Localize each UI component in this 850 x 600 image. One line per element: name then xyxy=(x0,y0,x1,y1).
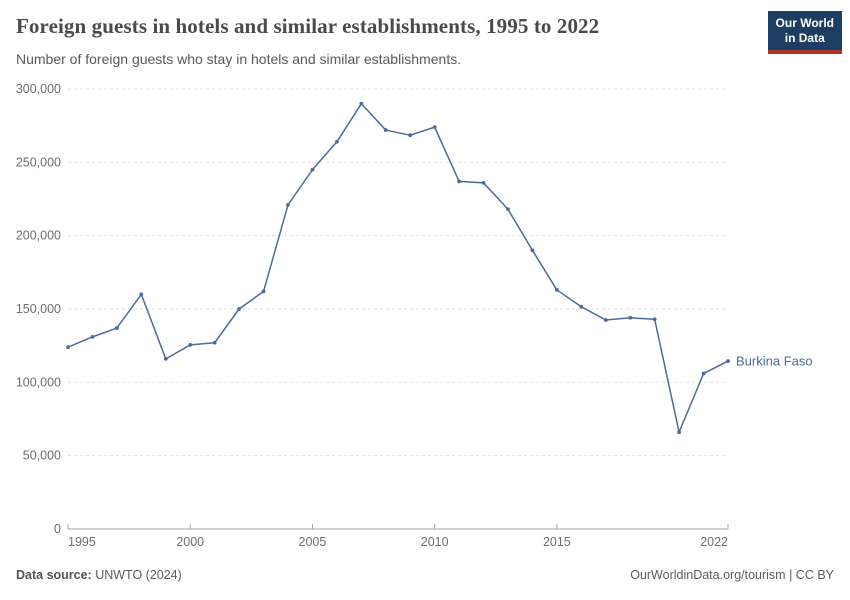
owid-logo[interactable]: Our World in Data xyxy=(767,11,842,54)
data-point[interactable] xyxy=(457,179,462,184)
data-point[interactable] xyxy=(359,101,364,106)
data-point[interactable] xyxy=(310,167,315,172)
data-source-label: Data source: xyxy=(16,568,92,582)
owid-logo-line2: in Data xyxy=(784,31,825,45)
line-chart-canvas[interactable]: 0 50,000 100,000 150,000 200,000 250,000 300,0… xyxy=(0,75,850,560)
x-axis-tick-label: 2005 xyxy=(299,535,327,549)
data-point[interactable] xyxy=(408,133,413,138)
chart-footer: Data source: UNWTO (2024) OurWorldinData… xyxy=(16,568,834,582)
x-axis-tick-label: 2015 xyxy=(543,535,571,549)
x-axis-tick-label: 2010 xyxy=(421,535,449,549)
data-point[interactable] xyxy=(163,356,168,361)
y-axis-tick-label: 100,000 xyxy=(16,375,61,389)
x-axis-tick-label: 2022 xyxy=(700,535,728,549)
y-axis-tick-label: 0 xyxy=(54,522,61,536)
data-point[interactable] xyxy=(90,334,95,339)
data-point[interactable] xyxy=(603,318,608,322)
y-axis-tick-label: 150,000 xyxy=(16,302,61,316)
chart-title: Foreign guests in hotels and similar est… xyxy=(16,14,600,38)
x-axis-tick-label: 1995 xyxy=(68,535,96,549)
data-point[interactable] xyxy=(726,359,730,363)
data-point[interactable] xyxy=(114,326,119,330)
data-point[interactable] xyxy=(677,430,682,435)
x-axis-tick-label: 2000 xyxy=(176,535,204,549)
data-point[interactable] xyxy=(66,345,70,350)
data-source: Data source: UNWTO (2024) xyxy=(16,568,182,582)
data-point[interactable] xyxy=(506,207,510,212)
data-point[interactable] xyxy=(334,139,339,144)
y-axis-tick-label: 300,000 xyxy=(16,82,61,96)
owid-logo-line1: Our World xyxy=(775,16,834,30)
series-line[interactable] xyxy=(67,102,729,433)
chart-subtitle: Number of foreign guests who stay in hot… xyxy=(16,51,462,67)
data-point[interactable] xyxy=(628,315,633,320)
data-point[interactable] xyxy=(261,289,266,294)
data-point[interactable] xyxy=(481,180,486,185)
data-point[interactable] xyxy=(554,288,559,292)
data-point[interactable] xyxy=(237,307,242,311)
data-point[interactable] xyxy=(701,371,706,376)
data-point[interactable] xyxy=(286,202,290,207)
y-axis-tick-label: 50,000 xyxy=(23,449,61,463)
y-axis-tick-label: 250,000 xyxy=(16,155,61,169)
data-point[interactable] xyxy=(212,340,217,345)
credit-link[interactable]: OurWorldinData.org/tourism | CC BY xyxy=(630,568,834,582)
data-point[interactable] xyxy=(432,125,437,130)
data-point[interactable] xyxy=(139,292,144,297)
y-axis-tick-label: 200,000 xyxy=(16,229,61,243)
data-point[interactable] xyxy=(652,317,657,322)
data-point[interactable] xyxy=(383,128,388,132)
data-point[interactable] xyxy=(530,248,535,253)
data-source-value: UNWTO (2024) xyxy=(91,568,182,582)
data-point[interactable] xyxy=(188,343,193,347)
data-point[interactable] xyxy=(579,304,584,309)
series-end-label[interactable]: Burkina Faso xyxy=(736,354,813,369)
